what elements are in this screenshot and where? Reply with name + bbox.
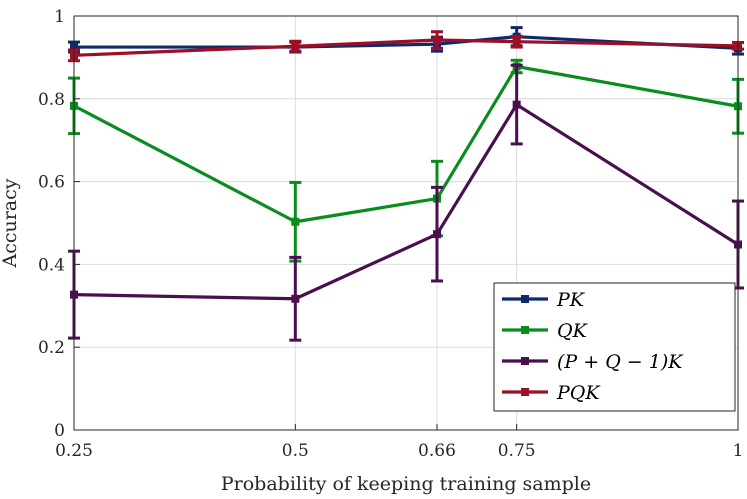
legend-label: PQK bbox=[556, 382, 601, 404]
x-tick-label: 0.75 bbox=[498, 441, 536, 461]
series-line bbox=[73, 64, 739, 224]
data-point-marker bbox=[432, 230, 441, 239]
y-tick-label: 0 bbox=[54, 421, 65, 441]
y-tick-label: 0.6 bbox=[38, 173, 65, 193]
x-tick-label: 1 bbox=[733, 441, 744, 461]
legend-label: (P + Q − 1)K bbox=[557, 351, 684, 373]
legend-swatch-marker bbox=[521, 295, 529, 303]
data-point-marker bbox=[432, 36, 441, 45]
y-tick-label: 0.8 bbox=[38, 90, 65, 110]
tick-layer: 0.25 0.5 0.66 0.75 1 0 0.2 0.4 0.6 0.8 1 bbox=[38, 7, 743, 461]
legend-label: PK bbox=[556, 289, 586, 311]
data-point-marker bbox=[291, 294, 300, 303]
x-tick-label: 0.25 bbox=[55, 441, 93, 461]
plot-frame bbox=[73, 15, 739, 431]
series-line bbox=[73, 102, 739, 301]
data-point-marker bbox=[512, 100, 521, 109]
legend-swatch-marker bbox=[521, 357, 529, 365]
data-point-marker bbox=[291, 217, 300, 226]
legend-box bbox=[493, 282, 736, 412]
series-1 bbox=[68, 58, 744, 263]
x-tick-label: 0.5 bbox=[282, 441, 309, 461]
x-axis-title: Probability of keeping training sample bbox=[221, 473, 591, 495]
legend: PK QK (P + Q − 1)K PQK bbox=[493, 282, 736, 412]
data-point-marker bbox=[291, 42, 300, 51]
data-point-marker bbox=[512, 37, 521, 46]
legend-swatch-marker bbox=[521, 388, 529, 396]
x-tick-label: 0.66 bbox=[418, 441, 456, 461]
y-tick-label: 0.2 bbox=[38, 338, 65, 358]
legend-swatch-marker bbox=[521, 326, 529, 334]
y-tick-label: 1 bbox=[54, 7, 65, 27]
legend-label: QK bbox=[557, 320, 589, 342]
y-tick-label: 0.4 bbox=[38, 255, 65, 275]
y-axis-title: Accuracy bbox=[0, 178, 21, 268]
